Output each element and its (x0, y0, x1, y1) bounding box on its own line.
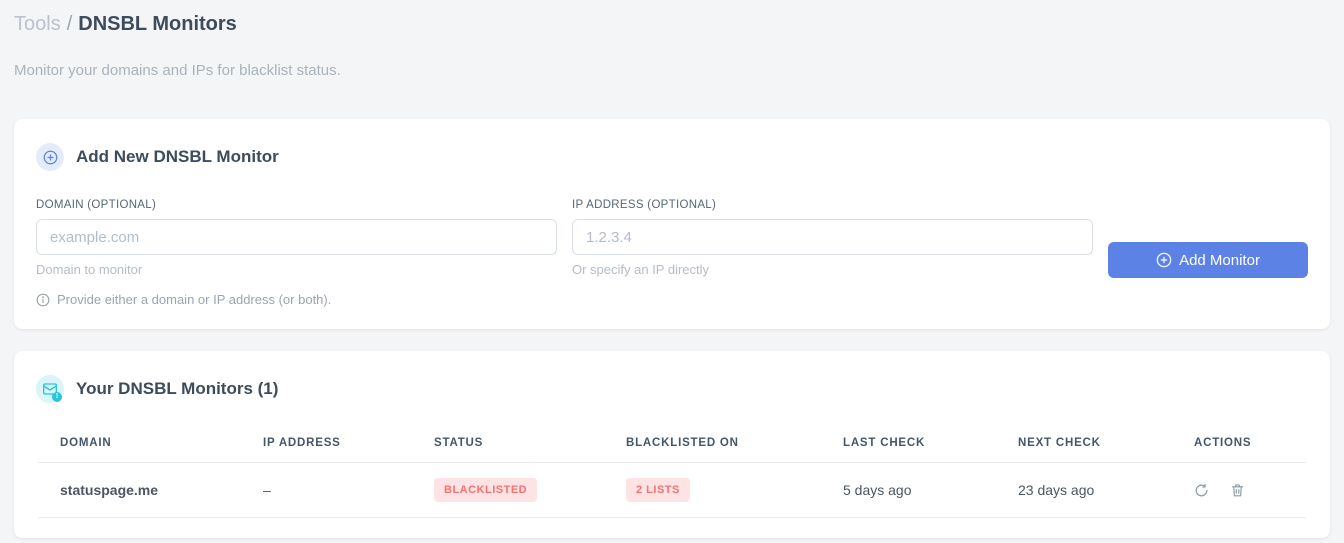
refresh-icon (1194, 483, 1209, 498)
trash-icon (1230, 483, 1245, 498)
blacklisted-on-badge[interactable]: 2 LISTS (626, 478, 690, 502)
column-header-status: STATUS (412, 417, 604, 463)
add-monitor-form: DOMAIN (OPTIONAL) Domain to monitor IP A… (36, 199, 1308, 278)
add-monitor-button-label: Add Monitor (1179, 251, 1260, 269)
table-row: statuspage.me – BLACKLISTED 2 LISTS 5 da… (38, 462, 1306, 518)
monitors-card-title: Your DNSBL Monitors (1) (76, 379, 279, 398)
column-header-actions: ACTIONS (1172, 417, 1306, 463)
column-header-last-check: LAST CHECK (821, 417, 996, 463)
monitors-card: ! Your DNSBL Monitors (1) DOMAIN IP ADDR… (14, 351, 1330, 538)
breadcrumb-separator: / (66, 13, 73, 35)
monitor-next-check: 23 days ago (996, 462, 1172, 518)
plus-circle-icon (1156, 252, 1172, 268)
column-header-domain: DOMAIN (38, 417, 241, 463)
monitor-domain: statuspage.me (38, 462, 241, 518)
domain-input[interactable] (36, 219, 557, 255)
add-monitor-card-title: Add New DNSBL Monitor (76, 147, 279, 166)
monitors-table: DOMAIN IP ADDRESS STATUS BLACKLISTED ON … (38, 417, 1306, 518)
domain-field-group: DOMAIN (OPTIONAL) Domain to monitor (36, 199, 557, 277)
monitor-status-cell: BLACKLISTED (412, 462, 604, 518)
form-note: Provide either a domain or IP address (o… (36, 292, 1308, 307)
domain-field-label: DOMAIN (OPTIONAL) (36, 199, 157, 211)
breadcrumb: Tools / DNSBL Monitors (14, 0, 1330, 38)
ip-field-hint: Or specify an IP directly (572, 262, 710, 277)
column-header-ip-address: IP ADDRESS (241, 417, 412, 463)
ip-field-group: IP ADDRESS (OPTIONAL) Or specify an IP d… (572, 199, 1093, 277)
add-monitor-card: Add New DNSBL Monitor DOMAIN (OPTIONAL) … (14, 119, 1330, 329)
refresh-monitor-button[interactable] (1194, 483, 1209, 498)
monitors-card-header: ! Your DNSBL Monitors (1) (14, 375, 1330, 403)
page-title: DNSBL Monitors (78, 13, 237, 35)
column-header-blacklisted-on: BLACKLISTED ON (604, 417, 821, 463)
alert-badge: ! (52, 392, 62, 402)
plus-circle-icon (36, 143, 64, 171)
page-subtitle: Monitor your domains and IPs for blackli… (14, 62, 341, 79)
monitor-ip-address: – (241, 462, 412, 518)
status-badge: BLACKLISTED (434, 478, 538, 502)
breadcrumb-tools-link[interactable]: Tools (14, 13, 61, 35)
ip-field-label: IP ADDRESS (OPTIONAL) (572, 199, 717, 211)
mail-alert-icon: ! (36, 375, 64, 403)
delete-monitor-button[interactable] (1230, 483, 1245, 498)
ip-address-input[interactable] (572, 219, 1093, 255)
monitor-last-check: 5 days ago (821, 462, 996, 518)
column-header-next-check: NEXT CHECK (996, 417, 1172, 463)
monitor-blacklisted-on-cell: 2 LISTS (604, 462, 821, 518)
domain-field-hint: Domain to monitor (36, 262, 143, 277)
add-monitor-card-header: Add New DNSBL Monitor (36, 143, 1308, 171)
monitor-actions-cell (1172, 462, 1306, 518)
submit-column: Add Monitor (1108, 242, 1308, 278)
table-header-row: DOMAIN IP ADDRESS STATUS BLACKLISTED ON … (38, 417, 1306, 463)
add-monitor-button[interactable]: Add Monitor (1108, 242, 1308, 278)
form-note-text: Provide either a domain or IP address (o… (57, 292, 332, 307)
info-icon (36, 293, 50, 307)
